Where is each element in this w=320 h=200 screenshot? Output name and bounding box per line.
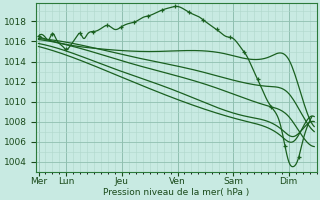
X-axis label: Pression niveau de la mer( hPa ): Pression niveau de la mer( hPa ): [103, 188, 250, 197]
